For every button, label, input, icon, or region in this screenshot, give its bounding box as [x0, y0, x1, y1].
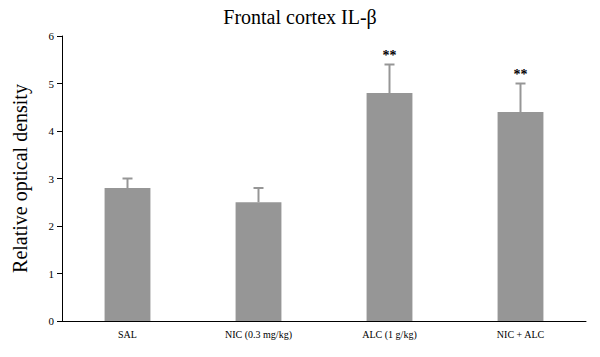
svg-text:ALC (1 g/kg): ALC (1 g/kg): [362, 329, 416, 341]
svg-text:3: 3: [49, 173, 55, 185]
svg-text:Frontal cortex IL-β: Frontal cortex IL-β: [223, 6, 376, 29]
svg-text:SAL: SAL: [118, 329, 137, 340]
svg-text:**: **: [383, 48, 397, 63]
svg-text:NIC (0.3 mg/kg): NIC (0.3 mg/kg): [225, 329, 292, 341]
svg-text:4: 4: [49, 125, 55, 137]
svg-text:1: 1: [49, 268, 55, 280]
svg-text:Relative optical density: Relative optical density: [9, 84, 32, 273]
svg-text:2: 2: [49, 220, 55, 232]
svg-text:**: **: [514, 67, 528, 82]
svg-text:6: 6: [49, 30, 55, 42]
svg-text:NIC + ALC: NIC + ALC: [497, 329, 545, 340]
svg-text:5: 5: [49, 78, 55, 90]
svg-text:0: 0: [49, 315, 55, 327]
